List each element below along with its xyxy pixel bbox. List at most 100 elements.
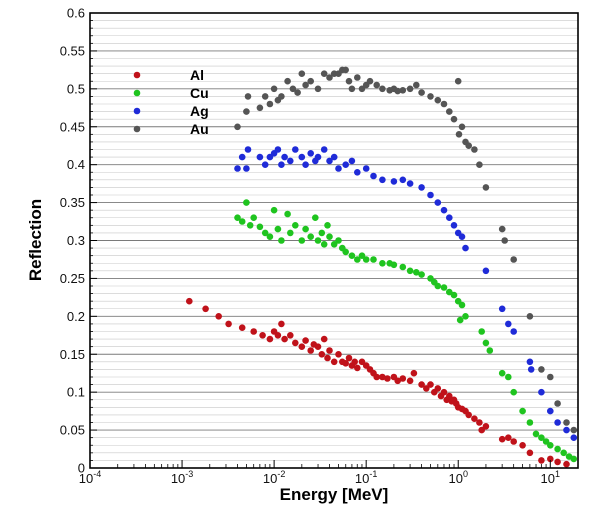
data-point: [335, 351, 342, 358]
data-point: [434, 199, 442, 206]
x-tick-label: 101: [541, 469, 560, 486]
data-point: [427, 191, 434, 199]
data-point: [314, 85, 322, 93]
data-point: [307, 347, 315, 354]
data-point: [399, 375, 407, 382]
data-point: [246, 222, 254, 229]
data-point: [330, 241, 338, 248]
data-point: [274, 225, 282, 233]
data-point: [289, 85, 297, 93]
data-point: [250, 214, 257, 221]
data-point: [440, 206, 448, 214]
data-point: [302, 337, 309, 344]
data-point: [345, 354, 353, 362]
data-point: [399, 176, 407, 184]
data-point: [526, 419, 534, 426]
data-point: [320, 241, 328, 248]
data-point: [238, 218, 246, 225]
data-point: [538, 388, 545, 396]
data-point: [510, 328, 517, 335]
data-point: [538, 457, 545, 464]
data-point: [234, 123, 241, 131]
data-point: [225, 320, 232, 328]
y-tick-label: 0.05: [60, 423, 85, 438]
legend: Al Cu Ag Au: [133, 67, 209, 137]
data-point: [505, 320, 512, 328]
y-tick-label: 0: [78, 461, 85, 476]
data-point: [465, 411, 473, 419]
legend-label: Au: [190, 121, 209, 137]
data-point: [238, 153, 246, 161]
data-point: [505, 434, 512, 442]
data-point: [335, 165, 342, 172]
data-point: [482, 267, 490, 275]
data-point: [292, 146, 299, 153]
data-point: [446, 214, 453, 221]
data-point: [406, 377, 414, 385]
y-tick-label: 0.5: [67, 81, 85, 96]
data-point: [362, 256, 370, 263]
legend-label: Al: [190, 67, 204, 83]
legend-marker: [133, 125, 141, 133]
data-point: [261, 161, 269, 168]
legend-label: Ag: [190, 103, 209, 119]
data-point: [284, 210, 291, 218]
data-point: [342, 360, 350, 367]
data-point: [510, 438, 517, 445]
data-point: [519, 442, 526, 449]
data-point: [326, 347, 333, 354]
data-point: [446, 392, 453, 400]
data-point: [399, 87, 407, 94]
data-point: [287, 332, 294, 339]
data-point: [498, 435, 506, 443]
data-point: [532, 430, 540, 438]
data-point: [238, 324, 246, 332]
series-al: [186, 297, 570, 468]
data-point: [450, 291, 458, 299]
x-tick-label: 10-3: [171, 469, 193, 486]
data-point: [354, 256, 361, 263]
data-point: [358, 358, 366, 366]
data-point: [250, 328, 257, 335]
data-point: [510, 388, 517, 396]
data-point: [418, 381, 425, 388]
data-point: [266, 233, 274, 240]
data-point: [554, 445, 561, 453]
data-point: [256, 153, 264, 161]
ticks-layer: [89, 12, 551, 469]
data-point: [298, 237, 306, 244]
data-point: [287, 157, 294, 165]
data-point: [394, 377, 402, 385]
data-point: [342, 66, 350, 74]
data-point: [256, 223, 264, 231]
data-point: [312, 214, 319, 221]
data-point: [476, 161, 483, 168]
data-point: [462, 313, 469, 320]
data-point: [342, 248, 350, 256]
data-point: [335, 237, 342, 244]
data-point: [302, 81, 309, 89]
data-point: [373, 373, 381, 381]
data-point: [366, 77, 374, 85]
data-point: [266, 153, 274, 161]
data-point: [450, 222, 458, 229]
data-point: [478, 426, 486, 434]
data-point: [547, 407, 554, 415]
data-point: [547, 455, 554, 463]
data-point: [510, 256, 517, 263]
data-point: [261, 229, 269, 237]
data-point: [244, 146, 252, 153]
data-point: [202, 305, 209, 313]
data-point: [320, 335, 328, 343]
data-point: [354, 169, 361, 176]
data-point: [526, 449, 534, 457]
y-tick-label: 0.3: [67, 233, 85, 248]
data-point: [427, 381, 434, 388]
data-point: [259, 332, 266, 339]
legend-marker: [133, 89, 141, 97]
data-point: [456, 316, 464, 324]
y-tick-label: 0.1: [67, 385, 85, 400]
data-point: [413, 81, 420, 89]
data-point: [358, 252, 366, 259]
